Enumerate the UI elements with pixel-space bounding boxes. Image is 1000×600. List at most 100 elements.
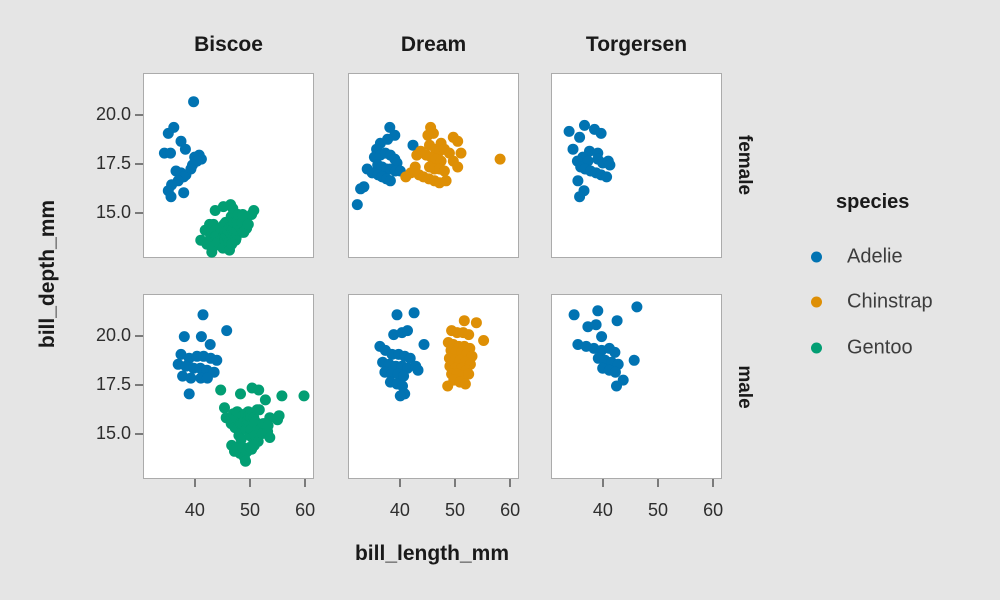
data-point-gentoo [264,432,276,443]
facet-col-title-dream: Dream [400,33,467,56]
chinstrap-dot-icon [811,296,822,308]
x-tick-label: 60 [703,500,724,520]
x-tick-label: 60 [295,500,316,520]
data-point-adelie [211,354,223,366]
data-point-gentoo [253,404,265,416]
legend-title: species [836,191,910,213]
data-point-adelie [165,191,177,203]
facet-row-strip-female: female [734,134,755,196]
data-point-chinstrap [452,135,464,147]
facet-col-title-biscoe: Biscoe [194,33,263,56]
y-tick-label: 17.5 [95,374,131,395]
data-point-adelie [175,348,187,360]
x-axis-title: bill_length_mm [354,542,510,565]
data-point-gentoo [276,390,288,402]
data-point-adelie [592,305,604,317]
scatter-canvas [568,301,643,392]
data-point-chinstrap [478,335,490,346]
gentoo-dot-icon [811,342,822,354]
data-point-adelie [394,390,406,402]
data-point-adelie [574,131,586,143]
data-point-adelie [596,331,608,343]
data-point-adelie [188,96,200,108]
data-point-adelie [631,301,643,313]
y-tick-mark [135,212,143,215]
data-point-adelie [162,127,174,139]
legend-label: Chinstrap [847,290,933,313]
data-point-adelie [382,133,394,145]
data-point-adelie [221,325,233,337]
x-tick-label: 50 [239,500,261,520]
data-point-adelie [391,309,403,321]
data-point-adelie [590,319,602,331]
data-point-adelie [418,339,430,350]
legend-item-gentoo: Gentoo [811,337,913,360]
y-tick-label: 20.0 [95,103,131,124]
data-point-adelie [402,325,413,337]
data-point-adelie [197,309,209,321]
data-point-adelie [628,354,640,366]
data-point-adelie [563,125,575,137]
data-point-adelie [351,199,363,211]
data-point-adelie [604,159,616,171]
scatter-canvas [374,307,490,402]
data-point-adelie [195,331,207,343]
data-point-gentoo [259,394,271,406]
data-point-adelie [178,331,190,343]
data-point-adelie [404,352,416,364]
data-point-adelie [355,183,367,195]
data-point-adelie [179,143,191,155]
data-point-chinstrap [411,149,423,161]
data-point-adelie [388,329,400,341]
data-point-adelie [609,366,621,378]
data-point-gentoo [215,384,227,396]
legend-label: Adelie [847,245,903,268]
data-point-chinstrap [452,161,464,173]
y-tick-label: 20.0 [95,324,131,345]
data-point-adelie [165,147,176,159]
data-point-gentoo [242,218,254,230]
x-tick-mark [454,479,456,487]
y-tick-label: 15.0 [95,423,131,444]
data-point-adelie [178,187,190,199]
x-tick-mark [398,479,401,487]
data-point-adelie [611,380,622,392]
data-point-adelie [407,139,419,151]
data-point-chinstrap [470,317,482,329]
data-point-gentoo [248,205,260,216]
legend-item-adelie: Adelie [811,246,903,269]
data-point-adelie [201,372,213,384]
scatter-canvas [158,96,260,258]
data-point-chinstrap [438,165,450,177]
panel-torgersen-female [551,73,722,258]
data-point-chinstrap [455,147,467,159]
data-point-gentoo [298,390,310,402]
scatter-canvas [351,121,506,211]
data-point-gentoo [235,388,246,400]
data-point-chinstrap [422,129,434,141]
data-point-adelie [574,191,586,203]
x-tick-mark [601,479,604,487]
data-point-chinstrap [463,329,475,341]
data-point-adelie [567,143,579,155]
x-tick-label: 40 [389,500,410,520]
data-point-gentoo [262,420,274,432]
x-tick-mark [657,479,659,487]
x-tick-label: 40 [184,500,205,520]
data-point-adelie [601,171,613,183]
panel-torgersen-male [551,294,722,479]
y-axis-title: bill_depth_mm [36,199,59,349]
x-tick-mark [304,479,307,487]
data-point-adelie [398,370,410,382]
data-point-chinstrap [442,380,454,392]
x-tick-mark [509,479,512,487]
data-point-adelie [609,346,621,358]
data-point-chinstrap [459,378,471,390]
data-point-chinstrap [440,175,452,187]
data-point-chinstrap [463,368,475,380]
data-point-adelie [177,370,189,382]
data-point-adelie [582,321,594,333]
y-tick-mark [135,163,143,166]
adelie-dot-icon [811,251,822,263]
